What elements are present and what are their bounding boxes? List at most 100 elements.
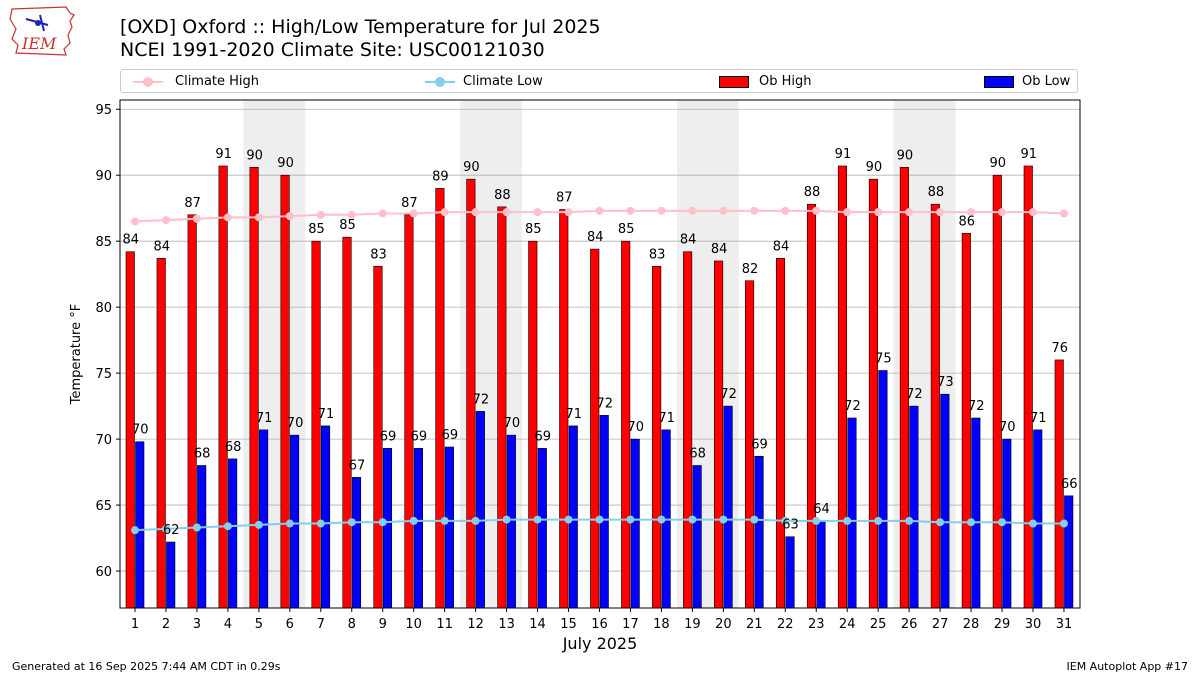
climate-low-point	[719, 515, 728, 524]
x-tick-label: 24	[839, 617, 856, 632]
ob-low-label: 67	[349, 458, 366, 473]
ob-high-label: 84	[773, 239, 790, 254]
climate-low-point	[1029, 519, 1037, 528]
x-tick-label: 6	[286, 617, 294, 632]
ob-high-label: 85	[339, 218, 356, 233]
climate-high-point	[750, 206, 759, 215]
x-tick-label: 22	[777, 617, 794, 632]
iem-logo: IEM	[9, 6, 75, 56]
ob-low-label: 72	[596, 396, 613, 411]
ob-low-label: 71	[318, 407, 335, 422]
ob-low-label: 69	[442, 428, 459, 443]
ob-low-bar	[878, 370, 888, 609]
climate-low-point	[905, 516, 914, 525]
ob-high-label: 86	[959, 214, 976, 229]
climate-high-point	[905, 208, 914, 217]
x-tick-label: 30	[1025, 617, 1042, 632]
y-tick-label: 80	[95, 301, 112, 316]
ob-high-bar	[342, 236, 352, 609]
ob-low-label: 68	[225, 440, 242, 455]
x-tick-label: 14	[529, 617, 546, 632]
x-tick-label: 16	[591, 617, 608, 632]
ob-low-label: 70	[287, 416, 304, 431]
y-tick-label: 85	[95, 235, 112, 250]
climate-high-point	[936, 208, 945, 217]
climate-high-point	[533, 208, 542, 217]
ob-low-bar	[475, 411, 485, 609]
x-tick-label: 31	[1056, 617, 1073, 632]
x-tick-label: 28	[963, 617, 980, 632]
x-tick-label: 9	[379, 617, 387, 632]
ob-low-bar	[351, 477, 362, 609]
ob-high-bar	[311, 240, 321, 609]
ob-high-label: 87	[184, 196, 201, 211]
ob-low-bar	[723, 405, 733, 609]
ob-low-bar	[413, 448, 423, 609]
ob-low-label: 70	[627, 420, 644, 435]
ob-low-bar	[816, 520, 826, 609]
ob-high-bar	[930, 203, 940, 609]
ob-high-label: 85	[525, 222, 542, 237]
legend-swatch-icon	[719, 76, 749, 88]
x-tick-label: 10	[405, 617, 422, 632]
ob-high-bar	[590, 248, 600, 609]
climate-low-point	[347, 518, 356, 527]
ob-low-bar	[754, 455, 764, 609]
ob-low-label: 70	[504, 416, 521, 431]
x-tick-label: 8	[348, 617, 356, 632]
ob-high-label: 90	[463, 160, 480, 175]
y-tick-label: 75	[95, 367, 112, 382]
ob-low-label: 69	[535, 429, 552, 444]
climate-high-point	[1029, 208, 1037, 217]
climate-low-point	[254, 520, 263, 529]
y-tick-label: 65	[95, 499, 112, 514]
ob-high-label: 91	[215, 147, 232, 162]
y-tick-label: 90	[95, 169, 112, 184]
legend-swatch-icon	[984, 76, 1014, 88]
ob-low-label: 63	[782, 518, 799, 533]
ob-low-bar	[630, 438, 640, 609]
chart-subtitle: NCEI 1991-2020 Climate Site: USC00121030	[120, 39, 545, 61]
ob-low-bar	[692, 465, 702, 609]
climate-low-point	[440, 516, 449, 525]
ob-low-label: 69	[411, 429, 428, 444]
ob-high-label: 89	[432, 169, 449, 184]
x-tick-label: 19	[684, 617, 701, 632]
ob-high-label: 84	[122, 233, 139, 248]
x-tick-label: 18	[653, 617, 670, 632]
climate-high-point	[1059, 209, 1068, 218]
climate-low-point	[936, 518, 945, 527]
ob-low-bar	[1064, 495, 1074, 609]
climate-low-point	[843, 516, 852, 525]
ob-high-label: 90	[990, 156, 1007, 171]
ob-low-label: 72	[844, 399, 861, 414]
climate-low-point	[471, 516, 480, 525]
climate-high-point	[874, 208, 883, 217]
ob-high-label: 87	[556, 191, 573, 206]
x-tick-label: 1	[131, 617, 139, 632]
ob-high-bar	[714, 260, 724, 609]
x-tick-label: 15	[560, 617, 577, 632]
legend-label: Climate High	[175, 74, 260, 89]
plot-frame	[119, 99, 1081, 609]
climate-low-point	[161, 524, 170, 533]
ob-low-label: 62	[163, 523, 180, 538]
x-tick-label: 13	[498, 617, 515, 632]
climate-high-point	[254, 213, 263, 222]
ob-high-label: 90	[246, 148, 263, 163]
climate-low-point	[533, 515, 542, 524]
climate-high-point	[409, 209, 418, 218]
climate-high-point	[440, 208, 449, 217]
x-tick-label: 5	[255, 617, 263, 632]
ob-high-label: 90	[866, 160, 883, 175]
climate-low-point	[502, 515, 511, 524]
ob-high-label: 84	[587, 230, 604, 245]
ob-high-label: 87	[401, 196, 418, 211]
ob-high-label: 85	[618, 222, 635, 237]
climate-high-point	[688, 206, 697, 215]
ob-high-label: 91	[1020, 147, 1037, 162]
ob-high-label: 88	[928, 185, 945, 200]
ob-low-label: 68	[689, 446, 706, 461]
climate-low-point	[223, 522, 232, 531]
